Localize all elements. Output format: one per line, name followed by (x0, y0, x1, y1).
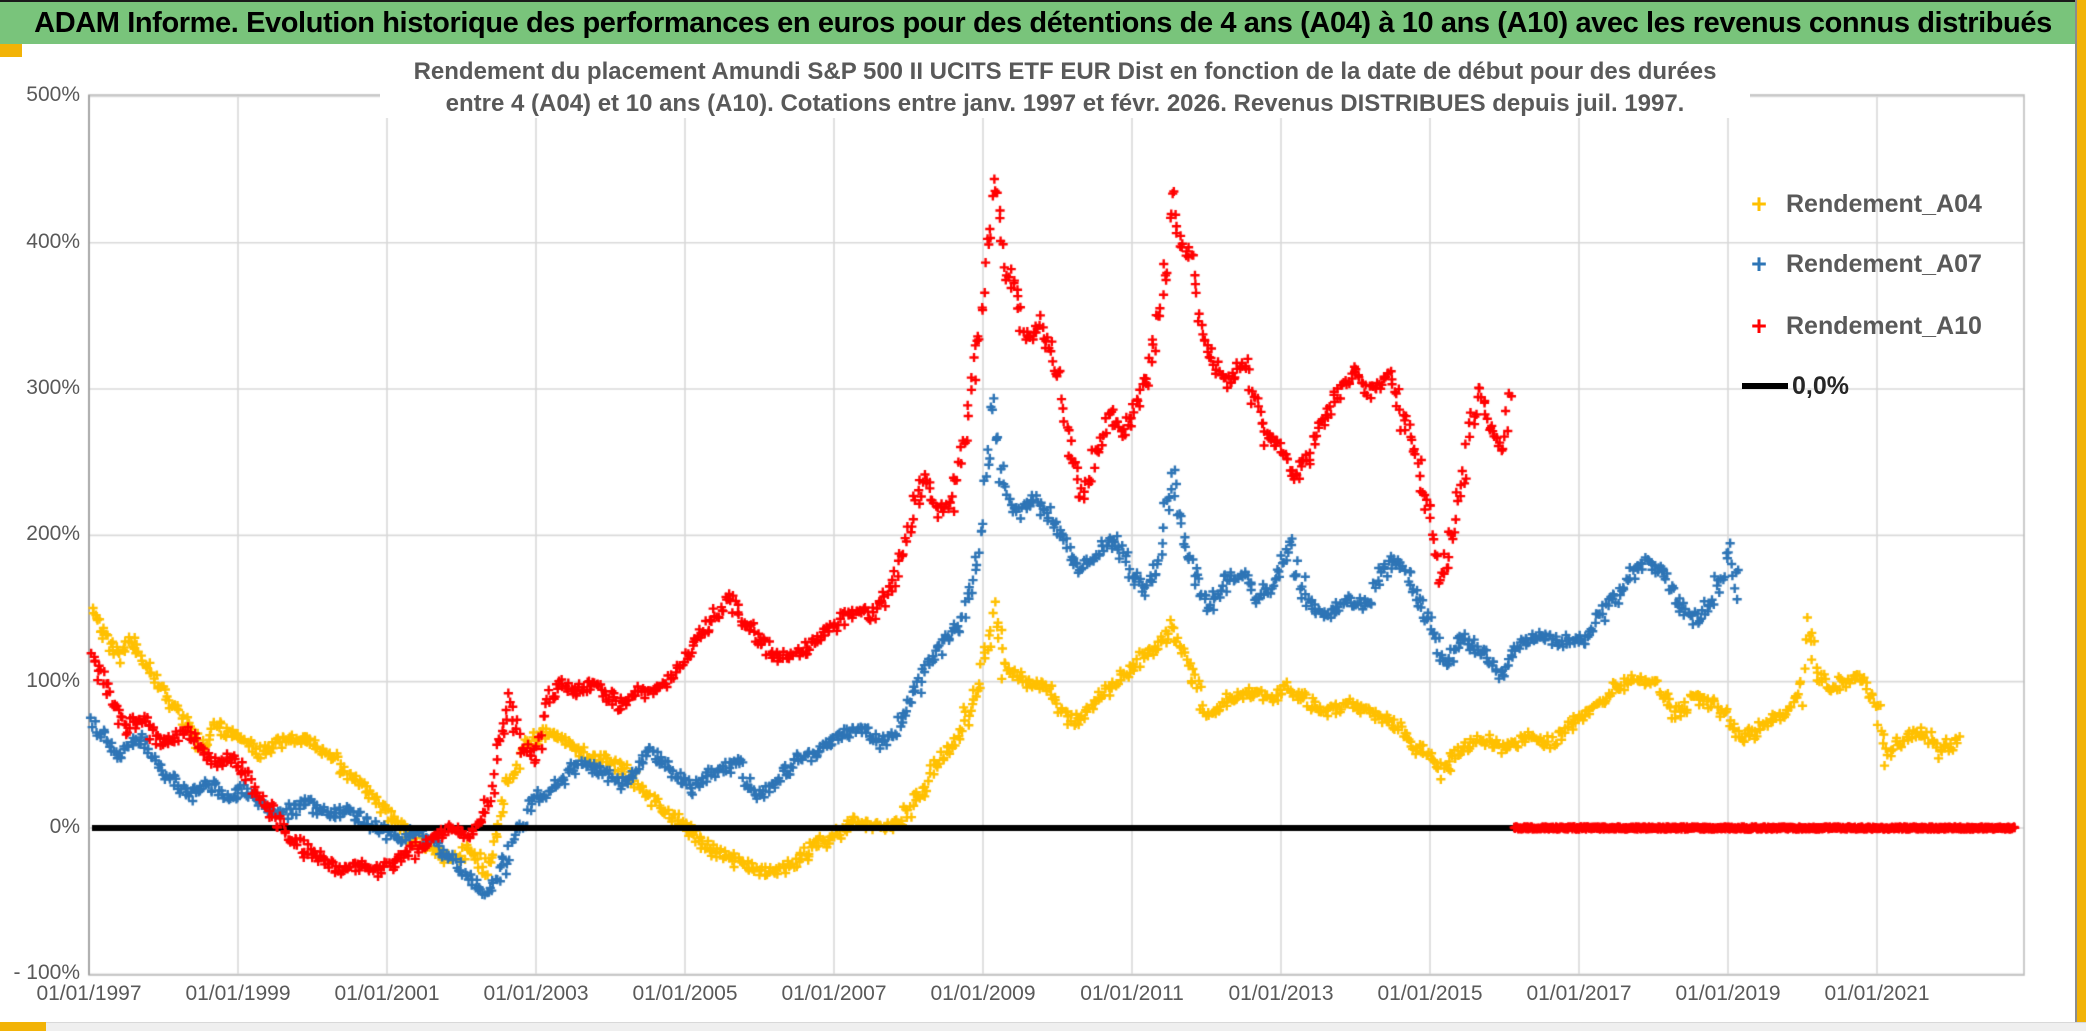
legend-label: Rendement_A10 (1786, 311, 1982, 340)
bottom-scrollbar-strip[interactable] (0, 1022, 2086, 1031)
x-tick-label: 01/01/2015 (1377, 982, 1483, 1005)
x-tick-label: 01/01/2013 (1228, 982, 1334, 1005)
chart-title-line1: Rendement du placement Amundi S&P 500 II… (380, 58, 1750, 86)
window-edge (2075, 0, 2077, 1031)
x-tick-label: 01/01/2019 (1675, 982, 1781, 1005)
plus-marker-icon: + (1751, 249, 1767, 279)
legend-item-a07: + Rendement_A07 (1742, 246, 1982, 282)
legend-item-zero-line: 0,0% (1742, 368, 1849, 404)
page-title: ADAM Informe. Evolution historique des p… (34, 6, 2052, 39)
title-banner: ADAM Informe. Evolution historique des p… (0, 0, 2086, 44)
y-tick-label: 400% (26, 229, 80, 253)
gold-accent-top-left (0, 44, 22, 57)
plus-marker-icon: + (1751, 189, 1767, 219)
gold-accent-bottom-left (0, 1022, 46, 1031)
y-tick-label: 0% (49, 815, 80, 838)
zero-line-swatch (1742, 383, 1788, 389)
y-tick-label: 500% (26, 83, 80, 107)
legend-label: 0,0% (1792, 371, 1849, 400)
legend-item-a10: + Rendement_A10 (1742, 308, 1982, 344)
legend-item-a04: + Rendement_A04 (1742, 186, 1982, 222)
y-tick-label: 100% (26, 668, 80, 692)
x-tick-label: 01/01/2011 (1080, 982, 1184, 1005)
gold-accent-right-strip (2077, 0, 2086, 1031)
x-tick-label: 01/01/1999 (185, 982, 291, 1005)
x-tick-label: 01/01/2017 (1526, 982, 1632, 1005)
x-tick-label: 01/01/2021 (1824, 982, 1930, 1005)
legend-label: Rendement_A04 (1786, 189, 1982, 218)
x-tick-label: 01/01/2007 (781, 982, 887, 1005)
x-tick-label: 01/01/2005 (632, 982, 738, 1005)
x-tick-label: 01/01/1997 (36, 982, 142, 1005)
plus-marker-icon: + (1751, 311, 1767, 341)
y-tick-label: - 100% (13, 961, 80, 985)
y-tick-label: 300% (26, 376, 80, 399)
legend-label: Rendement_A07 (1786, 249, 1982, 278)
y-tick-label: 200% (26, 522, 80, 546)
x-tick-label: 01/01/2003 (483, 982, 589, 1005)
x-tick-label: 01/01/2001 (334, 982, 440, 1005)
x-tick-label: 01/01/2009 (930, 982, 1036, 1005)
chart-title-line2: entre 4 (A04) et 10 ans (A10). Cotations… (380, 90, 1750, 118)
